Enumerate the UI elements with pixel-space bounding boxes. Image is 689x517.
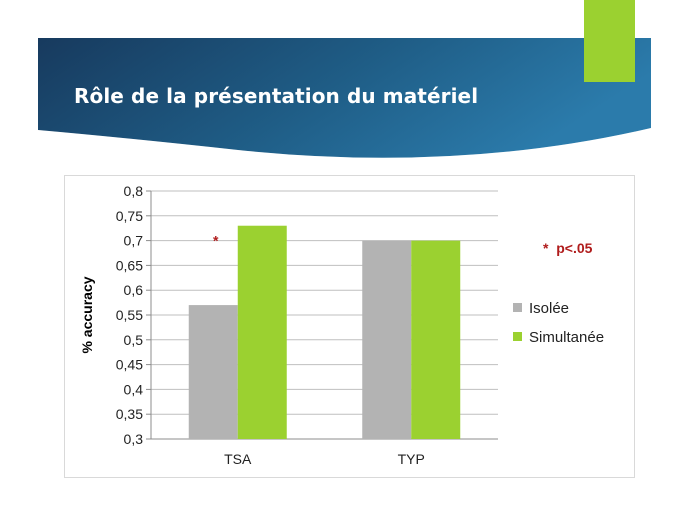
accent-block [584,0,635,82]
y-tick-label: 0,75 [116,208,143,224]
y-tick-label: 0,55 [116,307,143,323]
x-tick-label: TSA [224,451,252,467]
bar-typ-0 [362,240,412,439]
chart-frame: 0,3 0,35 0,4 0,45 0,5 0,55 0,6 0,65 0,7 0,75 0,8 TS… [64,175,635,478]
y-tick-label: 0,8 [124,183,144,199]
bar-chart: 0,3 0,35 0,4 0,45 0,5 0,55 0,6 0,65 0,7 0,75 0,8 TS… [79,183,604,467]
legend-label: Isolée [529,300,569,317]
page-title: Rôle de la présentation du matériel [74,84,479,108]
y-tick-label: 0,35 [116,406,143,422]
y-tick-label: 0,7 [124,233,144,249]
bar-tsa-0 [188,305,238,439]
y-tick-label: 0,65 [116,257,143,273]
y-tick-label: 0,45 [116,357,143,373]
banner-background [38,38,651,162]
y-tick-label: 0,5 [124,332,144,348]
y-tick-label: 0,6 [124,282,144,298]
x-tick-label: TYP [398,451,425,467]
legend-swatch [513,303,522,312]
y-tick-label: 0,3 [124,431,144,447]
bar-typ-1 [411,240,461,439]
title-banner [38,38,651,166]
y-axis-label: % accuracy [79,276,95,353]
significance-marker: * [213,233,219,249]
bar-tsa-1 [237,225,287,439]
significance-note: * p<.05 [543,240,593,256]
legend-swatch [513,332,522,341]
y-tick-label: 0,4 [124,381,144,397]
legend-label: Simultanée [529,329,604,346]
